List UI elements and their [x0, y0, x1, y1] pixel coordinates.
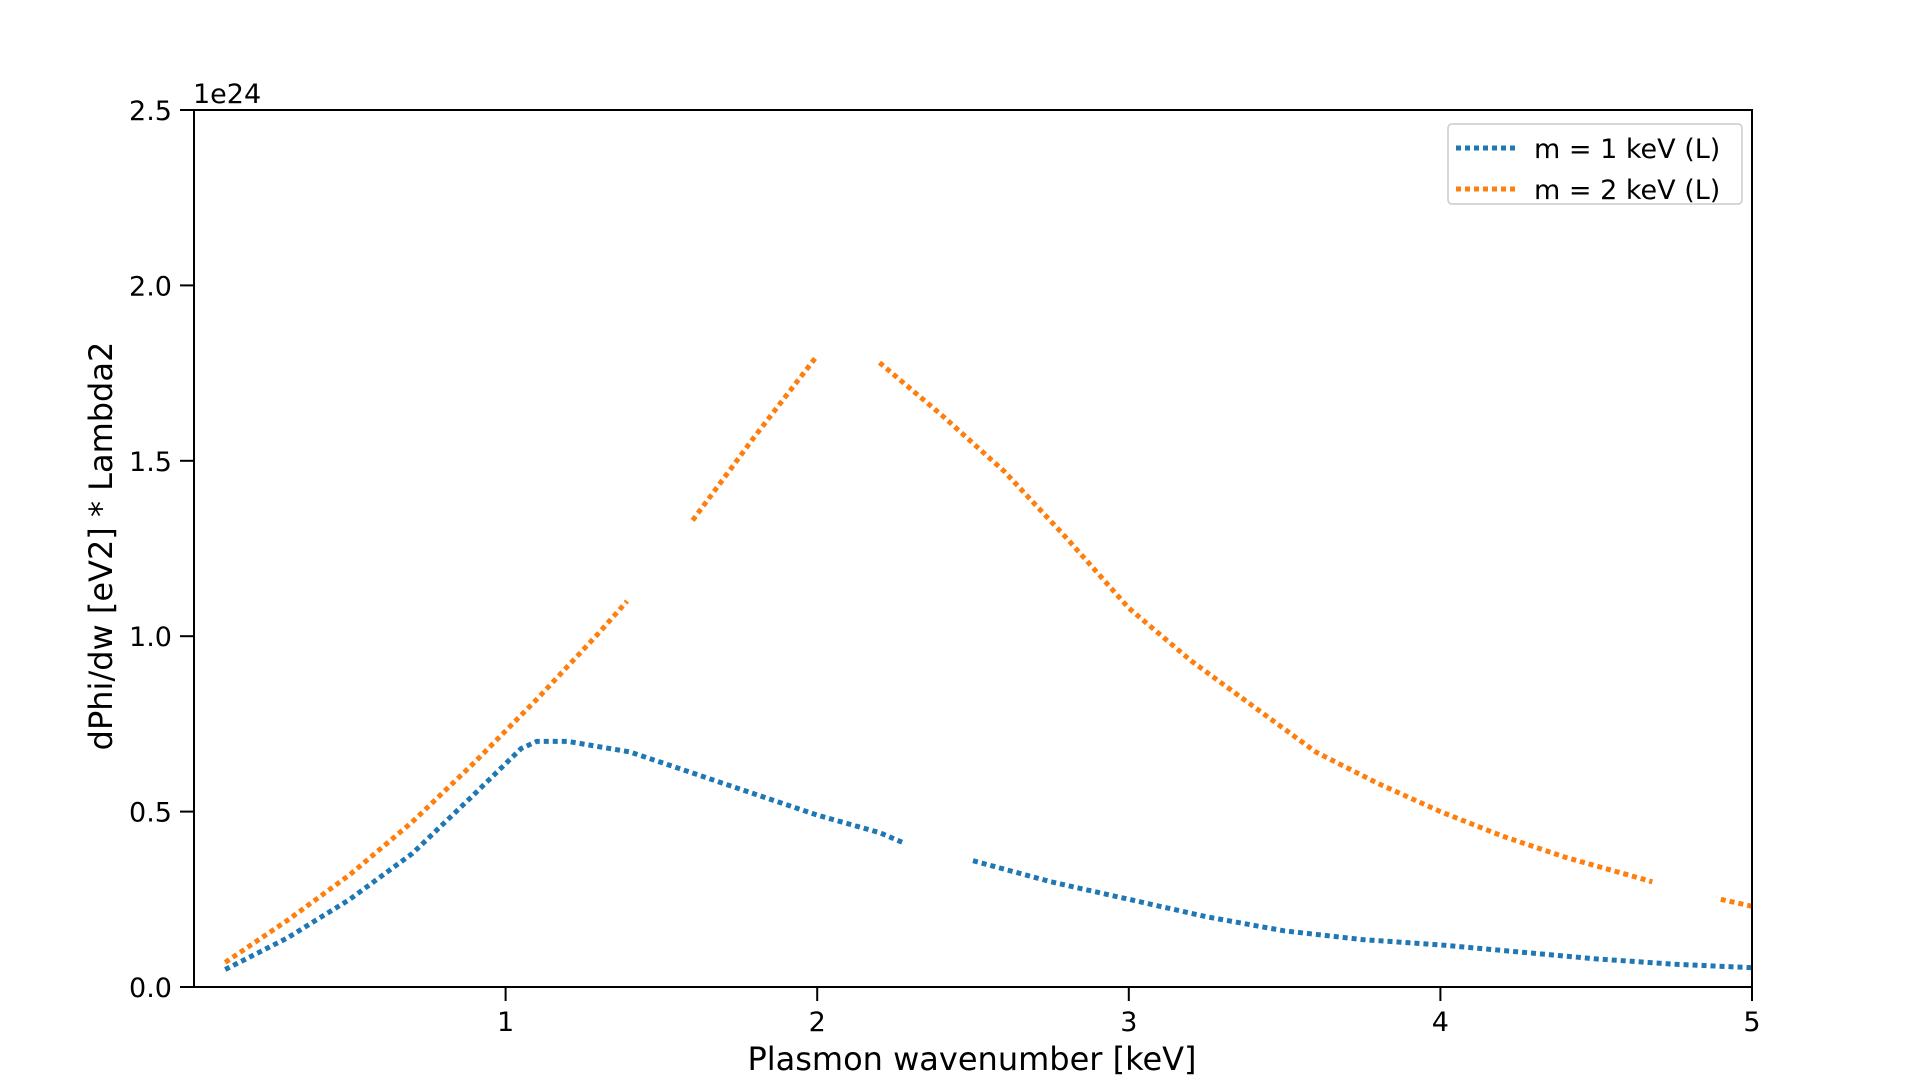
legend-label-1: m = 1 keV (L)	[1534, 134, 1720, 165]
legend: m = 1 keV (L) m = 2 keV (L)	[1447, 123, 1743, 206]
series-1-line-segment-1	[224, 738, 906, 972]
y-tick-label: 0.5	[129, 798, 172, 829]
x-tick-label: 3	[1120, 1007, 1137, 1038]
x-tick-label: 2	[809, 1007, 826, 1038]
series-layer	[223, 354, 1753, 972]
x-tick-label: 4	[1432, 1007, 1449, 1038]
axes-layer: 1 2 3 4 5 0.0 0.5 1.0 1.5 2.0 2.5	[129, 96, 1761, 1038]
y-tick-label: 1.0	[129, 622, 172, 653]
y-tick-label: 0.0	[129, 973, 172, 1004]
x-axis-label: Plasmon wavenumber [keV]	[747, 1040, 1196, 1078]
plot-area	[194, 110, 1752, 987]
y-tick-label: 2.0	[129, 271, 172, 302]
series-1-line-segment-2	[972, 858, 1753, 971]
legend-label-2: m = 2 keV (L)	[1534, 175, 1720, 206]
x-tick-label: 5	[1743, 1007, 1760, 1038]
plot-background	[194, 110, 1752, 987]
series-2	[223, 354, 1753, 965]
series-2-line-segment-3	[877, 360, 1653, 885]
series-1	[224, 738, 1753, 972]
legend-box	[1447, 123, 1743, 205]
x-tick-label: 1	[497, 1007, 514, 1038]
y-axis-offset-label: 1e24	[193, 79, 261, 110]
y-tick-label: 2.5	[129, 96, 172, 127]
axes-frame	[193, 109, 1753, 988]
y-tick-label: 1.5	[129, 447, 172, 478]
y-axis-label: dPhi/dw [eV2] * Lambda2	[82, 342, 120, 751]
series-2-line-segment-2	[690, 354, 820, 522]
